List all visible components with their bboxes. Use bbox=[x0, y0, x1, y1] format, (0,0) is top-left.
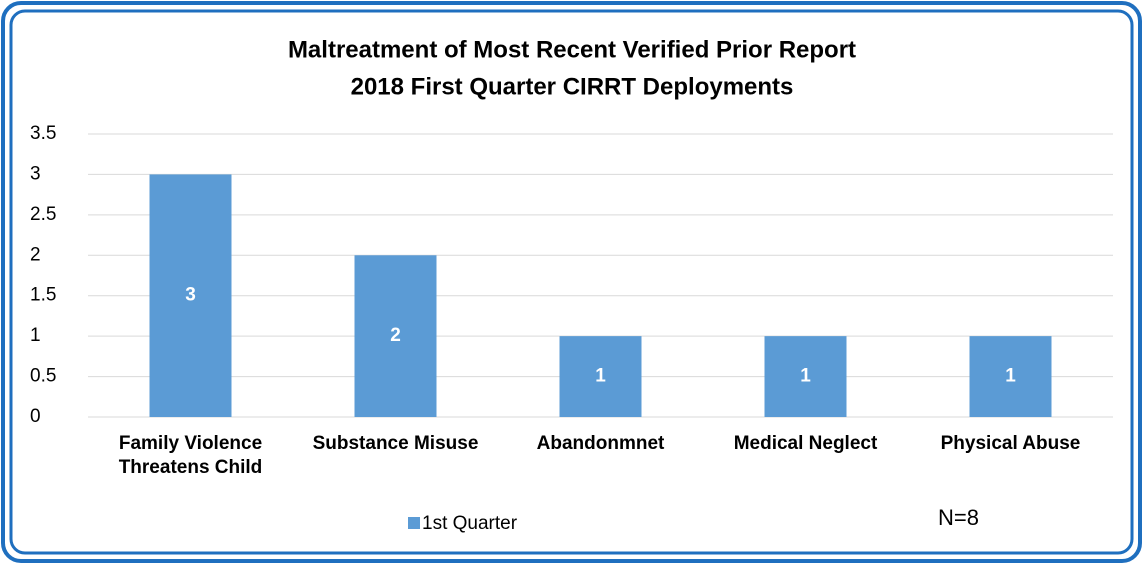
data-label: 2 bbox=[390, 325, 401, 346]
bar bbox=[764, 336, 847, 417]
legend-label: 1st Quarter bbox=[422, 513, 518, 534]
inner-border bbox=[9, 9, 1134, 555]
bar bbox=[969, 336, 1052, 417]
y-tick-label: 1.5 bbox=[30, 285, 56, 306]
y-tick-label: 2.5 bbox=[30, 204, 56, 225]
data-label: 3 bbox=[185, 285, 196, 306]
x-tick-label: Substance Misuse bbox=[312, 433, 479, 454]
x-tick-label: Medical Neglect bbox=[733, 433, 878, 454]
annotation: N=8 bbox=[938, 505, 979, 530]
bar bbox=[559, 336, 642, 417]
bar bbox=[354, 255, 437, 417]
data-label: 1 bbox=[800, 366, 811, 387]
y-tick-label: 1 bbox=[30, 325, 41, 346]
x-tick-label: Family Violence Threatens Child bbox=[118, 433, 263, 478]
chart-title: Maltreatment of Most Recent Verified Pri… bbox=[288, 36, 856, 63]
legend-swatch bbox=[408, 517, 420, 529]
data-label: 1 bbox=[1005, 366, 1016, 387]
x-tick-label: Physical Abuse bbox=[940, 433, 1081, 454]
y-tick-label: 0 bbox=[30, 406, 41, 427]
data-label: 1 bbox=[595, 366, 606, 387]
y-tick-label: 0.5 bbox=[30, 366, 56, 387]
chart-subtitle: 2018 First Quarter CIRRT Deployments bbox=[351, 73, 794, 100]
y-tick-label: 3.5 bbox=[30, 123, 56, 144]
y-tick-label: 2 bbox=[30, 244, 41, 265]
y-tick-label: 3 bbox=[30, 163, 41, 184]
bar bbox=[149, 174, 232, 417]
x-tick-label: Abandonmnet bbox=[536, 433, 665, 454]
